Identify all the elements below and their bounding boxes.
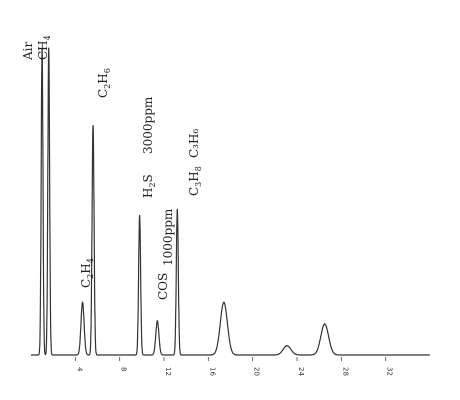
x-tick-label-16: 16 (208, 367, 216, 376)
peak-apex-5 (156, 320, 158, 322)
peak-apex-2 (81, 301, 84, 303)
x-tick-label-24: 24 (297, 367, 305, 376)
peak-apex-9 (324, 323, 326, 325)
peak-label-h2s: H2S (141, 174, 157, 198)
peak-apex-8 (286, 345, 288, 347)
peak-label-c3h6: C₃H₆ (187, 129, 201, 158)
x-tick-label-28: 28 (341, 367, 349, 376)
peak-apex-7 (223, 301, 225, 303)
peak-label-c2h4: C2H4 (79, 258, 95, 288)
x-tick-label-8: 8 (120, 367, 128, 371)
x-tick-label-20: 20 (253, 367, 261, 376)
trace-layer (31, 47, 430, 356)
peak-label-air: Air (21, 41, 35, 61)
peak-label-cos: COS (156, 273, 170, 300)
chromatogram-trace (31, 48, 430, 356)
peak-label-c2h6: C2H6 (96, 68, 112, 98)
peak-apex-4 (139, 214, 141, 217)
peak-apex-0 (41, 47, 43, 49)
peak-apex-1 (48, 47, 50, 49)
x-tick-label-32: 32 (386, 367, 394, 376)
peak-apex-3 (92, 125, 94, 127)
peak-apex-6 (176, 208, 178, 210)
peak-label-ch4: CH4 (36, 35, 52, 60)
peak-label-c3h8: C3H8 (187, 166, 203, 196)
x-tick-label-4: 4 (75, 367, 83, 372)
annotation-3000ppm: 3000ppm (141, 96, 155, 154)
x-tick-label-12: 12 (164, 367, 172, 376)
annotation-1000ppm: 1000ppm (161, 208, 175, 266)
x-axis: 4 8 12 16 20 24 28 32 (74, 357, 394, 376)
